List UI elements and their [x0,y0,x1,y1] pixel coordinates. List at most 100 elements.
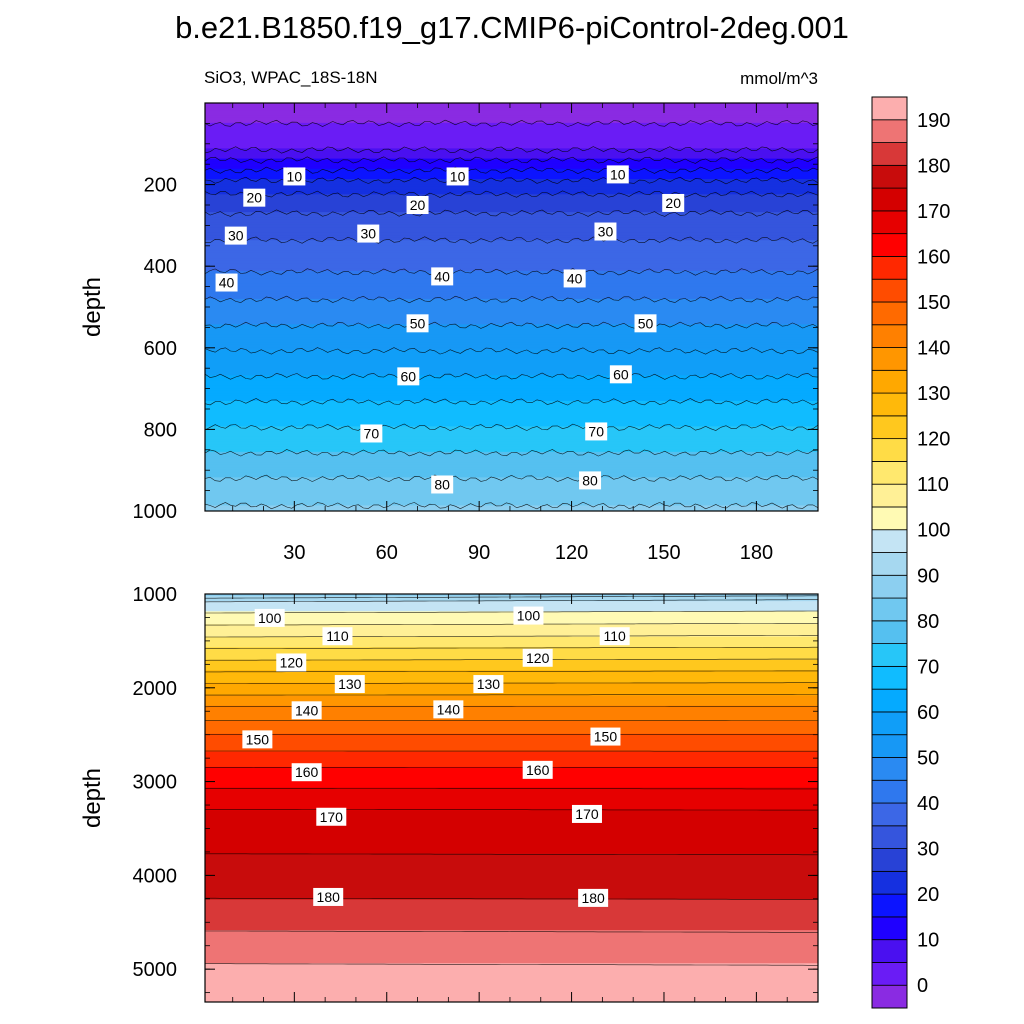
colorbar-swatch [871,233,908,257]
colorbar-tick-label: 160 [917,246,950,268]
band [205,616,818,620]
band [205,428,818,433]
band [205,250,818,254]
band [205,624,818,628]
band [205,311,818,316]
contour-label-box [242,730,273,749]
band [205,879,818,883]
band [205,991,818,995]
band [205,377,818,382]
band [205,204,818,209]
contour-label-box [406,196,429,214]
contour-label: 50 [410,315,426,331]
contour-label-box [357,224,380,243]
band [205,138,818,142]
contour-line [205,635,818,638]
band [205,479,818,484]
band [205,817,818,822]
contour-label-box [360,424,383,443]
contour-line [205,156,818,164]
band [205,495,818,499]
contour-label: 120 [526,650,550,666]
colorbar-swatch [871,506,908,531]
contour-label-box [473,675,504,694]
band [205,380,818,384]
band [205,761,818,766]
band [205,899,818,904]
band [205,772,818,776]
band [205,914,818,919]
contour-label: 60 [613,366,629,382]
band [205,133,818,137]
band [205,395,818,400]
contour-label-box [243,188,266,207]
band [205,960,818,965]
band [205,812,818,817]
contour-label-box [291,763,322,782]
band [205,329,818,333]
band [205,418,818,423]
band [205,718,818,722]
contour-label-box [599,627,630,646]
colorbar-swatch [871,734,908,758]
band [205,789,818,794]
band [205,942,818,947]
band [205,398,818,402]
colorbar-swatch [871,460,908,485]
contour-label-box [446,167,469,186]
contour-label: 40 [434,268,450,284]
colorbar-tick-label: 190 [917,110,950,132]
contour-line [205,646,818,649]
colorbar-tick-label: 120 [917,429,950,451]
band [205,754,818,758]
band [205,820,818,824]
y-tick-label: 2000 [133,678,178,700]
contour-label-box [606,165,629,184]
band [205,217,818,221]
y-tick-label: 5000 [133,959,178,981]
band [205,677,818,682]
contour-line [205,670,818,673]
band [205,881,818,886]
band [205,619,818,623]
band [205,705,818,710]
band [205,191,818,196]
band [205,441,818,446]
band [205,375,818,379]
contour-label-box [406,314,429,333]
contour-line [205,897,818,900]
contour-label-box [590,727,621,746]
colorbar-tick-label: 10 [917,930,939,952]
band [205,613,818,618]
band [205,723,818,728]
contour-label: 120 [280,654,304,670]
band [205,978,818,983]
band [205,963,818,967]
band [205,112,818,117]
contour-label-box [513,606,544,625]
band [205,209,818,214]
band [205,357,818,362]
contour-line [205,321,818,330]
band [205,685,818,689]
contour-label: 180 [581,890,605,906]
contour-label: 10 [450,168,466,184]
band [205,988,818,993]
band [205,851,818,855]
contour-label: 20 [665,195,681,211]
band [205,889,818,893]
band [205,927,818,932]
contour-line [205,449,818,457]
band [205,996,818,1000]
band [205,777,818,781]
band [205,444,818,448]
contour-label: 100 [258,610,282,626]
band [205,464,818,469]
band [205,843,818,847]
band [205,319,818,323]
contour-label: 30 [228,228,244,244]
contour-label-box [283,167,306,186]
x-tick-label: 150 [647,542,680,564]
contour-label: 20 [410,197,426,213]
contour-label: 140 [295,702,319,718]
